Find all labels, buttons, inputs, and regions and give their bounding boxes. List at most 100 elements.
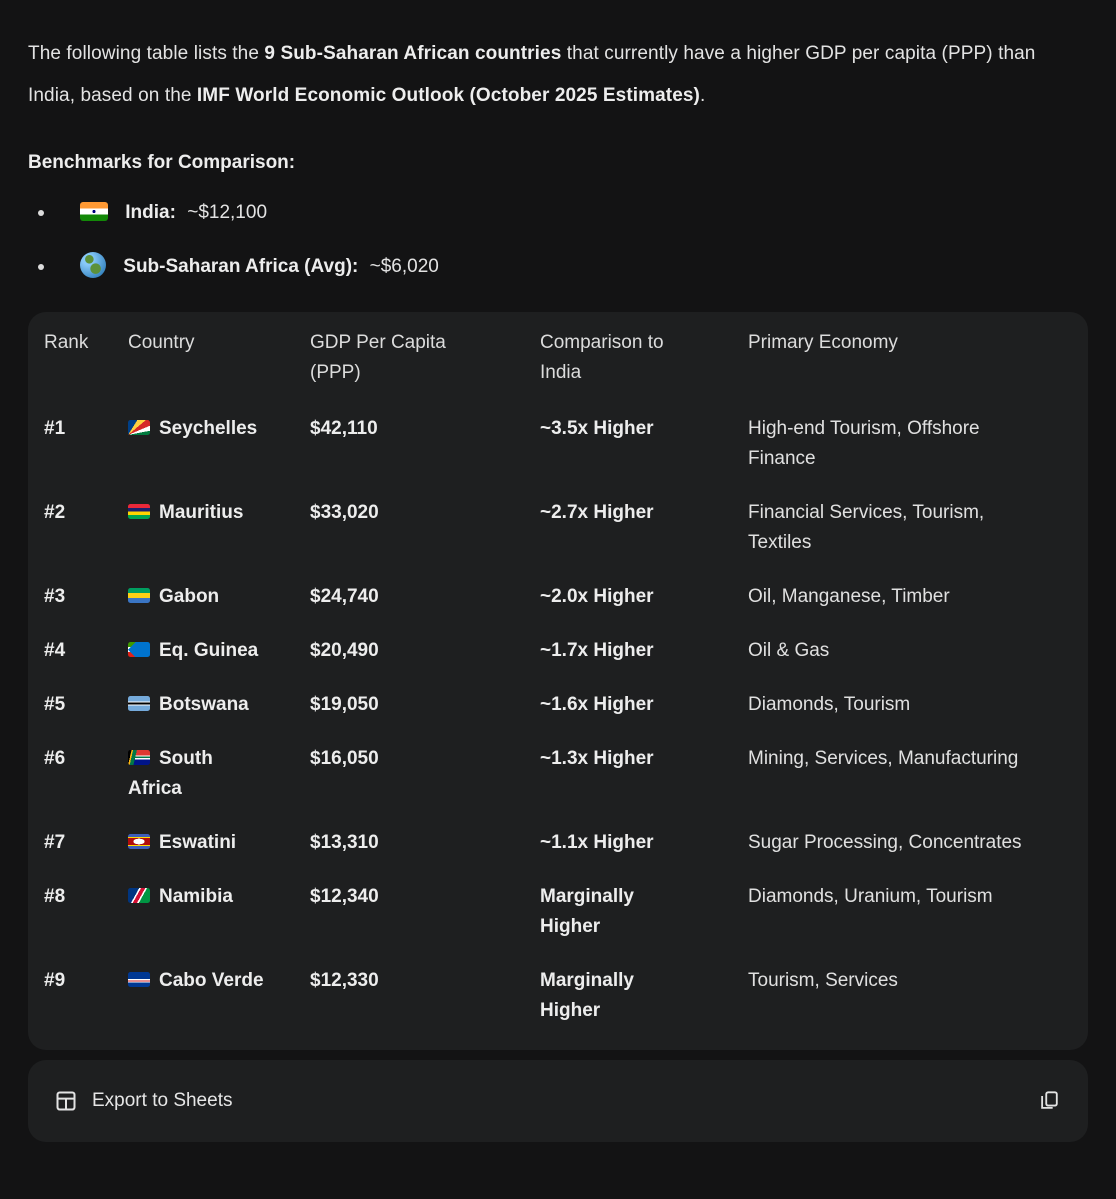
country-name: Botswana	[159, 694, 249, 715]
south-africa-flag-icon	[128, 750, 150, 765]
table-row: #2 Mauritius $33,020 ~2.7x Higher Financ…	[44, 486, 1072, 570]
rank-cell: #4	[44, 640, 66, 661]
intro-text: The following table lists the	[28, 43, 265, 64]
comparison-cell: ~3.5x Higher	[540, 418, 654, 439]
country-cell: Eq. Guinea	[128, 624, 310, 678]
country-cell: South Africa	[128, 732, 310, 816]
column-header-rank: Rank	[44, 332, 89, 353]
column-header-economy: Primary Economy	[748, 332, 898, 353]
export-to-sheets-button[interactable]: Export to Sheets	[54, 1089, 232, 1113]
country-cell: Gabon	[128, 570, 310, 624]
country-cell: Cabo Verde	[128, 954, 310, 1008]
gdp-cell: $19,050	[310, 694, 379, 715]
country-name: Eq. Guinea	[159, 640, 259, 661]
copy-icon	[1041, 1091, 1058, 1109]
comparison-cell: Marginally Higher	[540, 886, 634, 937]
gdp-cell: $12,330	[310, 970, 379, 991]
economy-cell: Mining, Services, Manufacturing	[748, 748, 1019, 769]
india-flag-icon	[80, 202, 108, 221]
country-cell: Seychelles	[128, 402, 310, 456]
benchmark-value: ~$6,020	[369, 256, 439, 277]
gdp-cell: $13,310	[310, 832, 379, 853]
gdp-cell: $12,340	[310, 886, 379, 907]
comparison-cell: ~1.6x Higher	[540, 694, 654, 715]
column-header-country: Country	[128, 332, 195, 353]
economy-cell: Oil, Manganese, Timber	[748, 586, 950, 607]
comparison-cell: ~1.7x Higher	[540, 640, 654, 661]
rank-cell: #3	[44, 586, 66, 607]
intro-text: .	[699, 85, 706, 106]
rank-cell: #9	[44, 970, 66, 991]
table-row: #5 Botswana $19,050 ~1.6x Higher Diamond…	[44, 678, 1072, 732]
botswana-flag-icon	[128, 696, 150, 711]
rank-cell: #2	[44, 502, 66, 523]
gdp-cell: $33,020	[310, 502, 379, 523]
country-name: Gabon	[159, 586, 220, 607]
economy-cell: Sugar Processing, Concentrates	[748, 832, 1022, 853]
intro-bold-source: IMF World Economic Outlook (October 2025…	[196, 85, 700, 106]
country-name: Cabo Verde	[159, 970, 264, 991]
country-name: South Africa	[128, 748, 213, 799]
table-grid-icon	[56, 1091, 76, 1111]
benchmark-label: Sub-Saharan Africa (Avg):	[123, 256, 359, 277]
country-name: Namibia	[159, 886, 233, 907]
table-row: #3 Gabon $24,740 ~2.0x Higher Oil, Manga…	[44, 570, 1072, 624]
table-row: #9 Cabo Verde $12,330 Marginally Higher …	[44, 954, 1072, 1038]
country-cell: Botswana	[128, 678, 310, 732]
rank-cell: #6	[44, 748, 66, 769]
rank-cell: #5	[44, 694, 66, 715]
gdp-cell: $16,050	[310, 748, 379, 769]
comparison-cell: ~1.3x Higher	[540, 748, 654, 769]
intro-text: that currently have a higher GDP per cap…	[28, 43, 1036, 106]
country-name: Mauritius	[159, 502, 244, 523]
table-row: #8 Namibia $12,340 Marginally Higher Dia…	[44, 870, 1072, 954]
table-row: #6 South Africa $16,050 ~1.3x Higher Min…	[44, 732, 1072, 816]
country-name: Eswatini	[159, 832, 237, 853]
table-row: #4 Eq. Guinea $20,490 ~1.7x Higher Oil &…	[44, 624, 1072, 678]
economy-cell: High-end Tourism, Offshore Finance	[748, 418, 980, 469]
column-header-comparison: Comparison to India	[540, 332, 664, 383]
country-name: Seychelles	[159, 418, 258, 439]
table-footer-bar: Export to Sheets	[28, 1060, 1088, 1142]
cabo-verde-flag-icon	[128, 972, 150, 987]
benchmark-ssa-average: Sub-Saharan Africa (Avg): ~$6,020	[28, 246, 1088, 288]
table-header-row: Rank Country GDP Per Capita (PPP) Compar…	[44, 324, 1072, 402]
gdp-cell: $20,490	[310, 640, 379, 661]
rank-cell: #7	[44, 832, 66, 853]
economy-cell: Oil & Gas	[748, 640, 830, 661]
country-cell: Eswatini	[128, 816, 310, 870]
economy-cell: Financial Services, Tourism, Textiles	[748, 502, 985, 553]
benchmark-label: India:	[125, 202, 176, 223]
table-row: #7 Eswatini $13,310 ~1.1x Higher Sugar P…	[44, 816, 1072, 870]
benchmarks-list: India: ~$12,100 Sub-Saharan Africa (Avg)…	[28, 192, 1088, 288]
copy-button[interactable]	[1036, 1088, 1062, 1114]
rank-cell: #1	[44, 418, 66, 439]
comparison-cell: ~2.7x Higher	[540, 502, 654, 523]
comparison-cell: ~1.1x Higher	[540, 832, 654, 853]
globe-africa-icon	[80, 252, 106, 278]
gdp-cell: $42,110	[310, 418, 378, 439]
intro-bold-countries: 9 Sub-Saharan African countries	[264, 43, 562, 64]
table-row: #1 Seychelles $42,110 ~3.5x Higher High-…	[44, 402, 1072, 486]
economy-cell: Tourism, Services	[748, 970, 898, 991]
country-cell: Namibia	[128, 870, 310, 924]
comparison-cell: ~2.0x Higher	[540, 586, 654, 607]
benchmark-india: India: ~$12,100	[28, 192, 1088, 234]
mauritius-flag-icon	[128, 504, 150, 519]
comparison-cell: Marginally Higher	[540, 970, 634, 1021]
equatorial-guinea-flag-icon	[128, 642, 150, 657]
eswatini-flag-icon	[128, 834, 150, 849]
namibia-flag-icon	[128, 888, 150, 903]
economy-cell: Diamonds, Tourism	[748, 694, 911, 715]
gdp-table-card: Rank Country GDP Per Capita (PPP) Compar…	[28, 312, 1088, 1050]
gabon-flag-icon	[128, 588, 150, 603]
country-cell: Mauritius	[128, 486, 310, 540]
benchmark-value: ~$12,100	[187, 202, 268, 223]
benchmarks-heading: Benchmarks for Comparison:	[28, 152, 296, 173]
gdp-cell: $24,740	[310, 586, 379, 607]
rank-cell: #8	[44, 886, 66, 907]
seychelles-flag-icon	[128, 420, 150, 435]
column-header-gdp: GDP Per Capita (PPP)	[310, 332, 446, 383]
export-to-sheets-label: Export to Sheets	[92, 1090, 233, 1111]
intro-paragraph: The following table lists the 9 Sub-Saha…	[28, 33, 1084, 117]
